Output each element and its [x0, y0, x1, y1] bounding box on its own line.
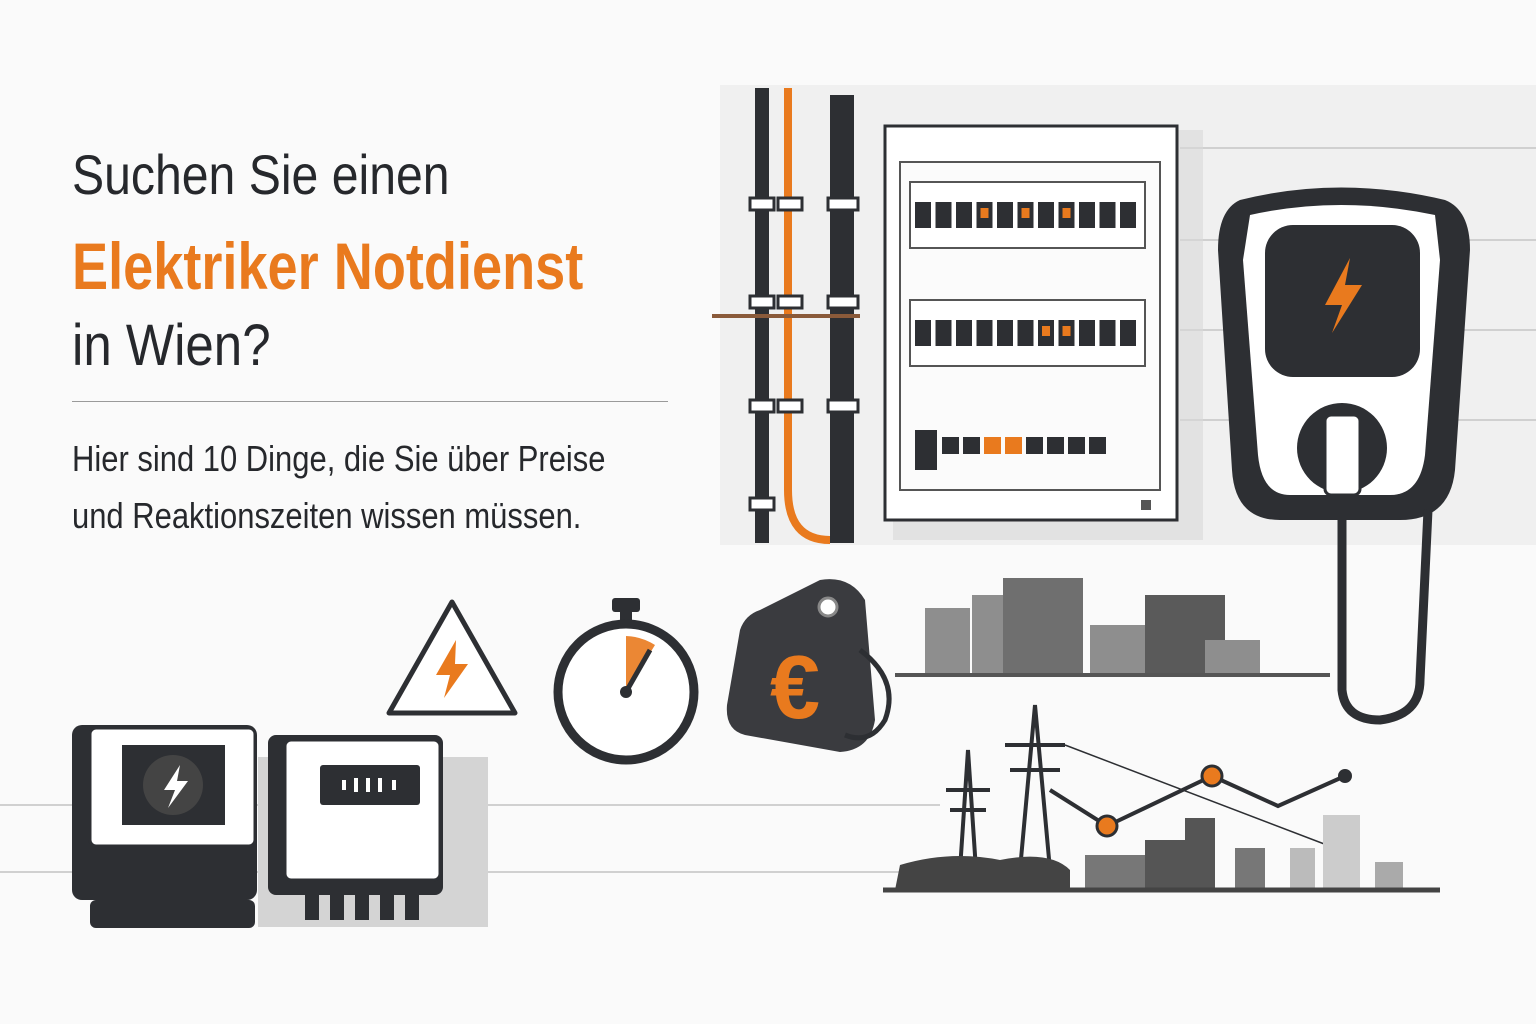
- breaker: [935, 320, 952, 346]
- trend-line-icon: [1048, 764, 1352, 838]
- breaker: [942, 437, 959, 454]
- breaker: [1038, 202, 1054, 228]
- headline-line-3: in Wien?: [72, 313, 271, 378]
- stopwatch-icon: [553, 598, 699, 765]
- breaker: [1089, 437, 1106, 454]
- breaker: [963, 437, 980, 454]
- breaker: [956, 202, 972, 228]
- breaker: [1099, 202, 1116, 228]
- euro-price-tag-icon: €: [726, 579, 892, 752]
- breaker: [1047, 437, 1064, 454]
- fuse-box-icon: [883, 124, 1203, 540]
- breaker-rows: [909, 181, 1146, 454]
- breaker: [956, 320, 972, 346]
- city-skyline-icon: [895, 578, 1330, 677]
- breaker: [976, 320, 993, 346]
- breaker-indicator: [980, 208, 989, 218]
- breaker: [984, 437, 1001, 454]
- divider: [72, 401, 668, 402]
- breaker: [1079, 202, 1095, 228]
- electric-meter-icon: [72, 725, 488, 928]
- breaker: [1079, 320, 1095, 346]
- breaker-indicator: [1042, 326, 1050, 336]
- breaker: [915, 202, 931, 228]
- cable-conduit-icon: [712, 88, 860, 544]
- headline-highlight: Elektriker Notdienst: [72, 229, 584, 303]
- breaker: [1120, 202, 1136, 228]
- breaker: [1005, 437, 1022, 454]
- breaker: [997, 202, 1013, 228]
- subtitle-line-1: Hier sind 10 Dinge, die Sie über Preise: [72, 438, 606, 479]
- breaker: [935, 202, 952, 228]
- breaker-indicator: [1062, 208, 1071, 218]
- breaker: [1099, 320, 1116, 346]
- breaker: [1017, 320, 1034, 346]
- breaker: [1026, 437, 1043, 454]
- breaker: [1068, 437, 1085, 454]
- breaker-indicator: [1062, 326, 1071, 336]
- breaker: [997, 320, 1013, 346]
- power-pylon-icon: [946, 704, 1341, 871]
- city-skyline-bottom: [883, 815, 1440, 893]
- headline-line-1: Suchen Sie einen: [72, 143, 450, 206]
- breaker: [915, 320, 931, 346]
- breaker-indicator: [1021, 208, 1030, 218]
- breaker: [1120, 320, 1136, 346]
- subtitle-line-2: und Reaktionszeiten wissen müssen.: [72, 495, 582, 536]
- warning-lightning-icon: [386, 599, 518, 716]
- wall-charger-icon: [1218, 187, 1470, 725]
- svg-text:€: €: [770, 638, 820, 738]
